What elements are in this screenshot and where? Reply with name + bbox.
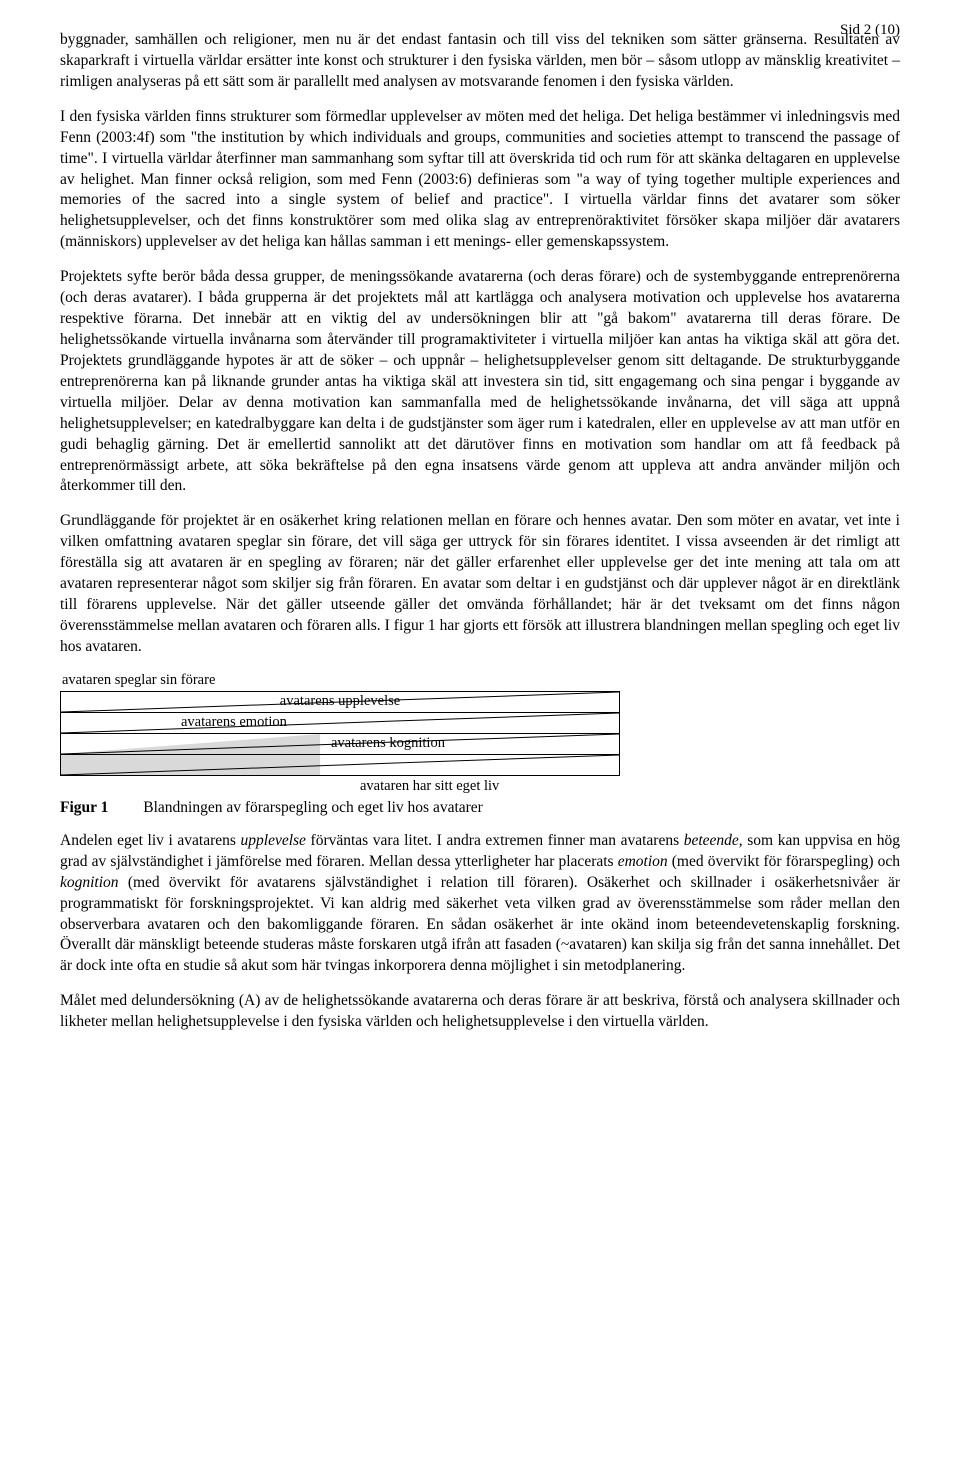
figure-row-beteende: avataren	[61, 754, 620, 775]
paragraph-2: I den fysiska världen finns strukturer s…	[60, 107, 900, 253]
figure-row-emotion: avatarens emotion	[61, 712, 620, 733]
figure-bottom-label: avataren har sitt eget liv	[360, 778, 900, 795]
page-number: Sid 2 (10)	[840, 22, 900, 39]
figure-row-kognition: avatarens kognition	[61, 733, 620, 754]
figure-1: avataren speglar sin förare avatarens up…	[60, 672, 900, 817]
figure-row-label: avataren	[251, 756, 300, 772]
paragraph-1: byggnader, samhällen och religioner, men…	[60, 30, 900, 93]
figure-row-svg	[61, 713, 619, 733]
figure-row-svg	[61, 755, 619, 775]
figure-top-label: avataren speglar sin förare	[62, 672, 900, 689]
figure-row-label: avatarens upplevelse	[280, 693, 400, 709]
paragraph-6: Målet med delundersökning (A) av de heli…	[60, 991, 900, 1033]
figure-row-label: avatarens emotion	[181, 714, 287, 730]
figure-caption: Figur 1 Blandningen av förarspegling och…	[60, 799, 900, 817]
figure-row-label: avatarens kognition	[331, 735, 445, 751]
paragraph-3: Projektets syfte berör båda dessa gruppe…	[60, 267, 900, 497]
figure-caption-text: Blandningen av förarspegling och eget li…	[143, 799, 483, 816]
figure-row-upplevelse: avatarens upplevelse	[61, 691, 620, 712]
figure-caption-number: Figur 1	[60, 799, 108, 816]
document-page: Sid 2 (10) byggnader, samhällen och reli…	[0, 0, 960, 1468]
paragraph-5: Andelen eget liv i avatarens upplevelse …	[60, 831, 900, 977]
figure-table: avatarens upplevelse avatarens emotion a…	[60, 691, 620, 776]
paragraph-4: Grundläggande för projektet är en osäker…	[60, 511, 900, 657]
